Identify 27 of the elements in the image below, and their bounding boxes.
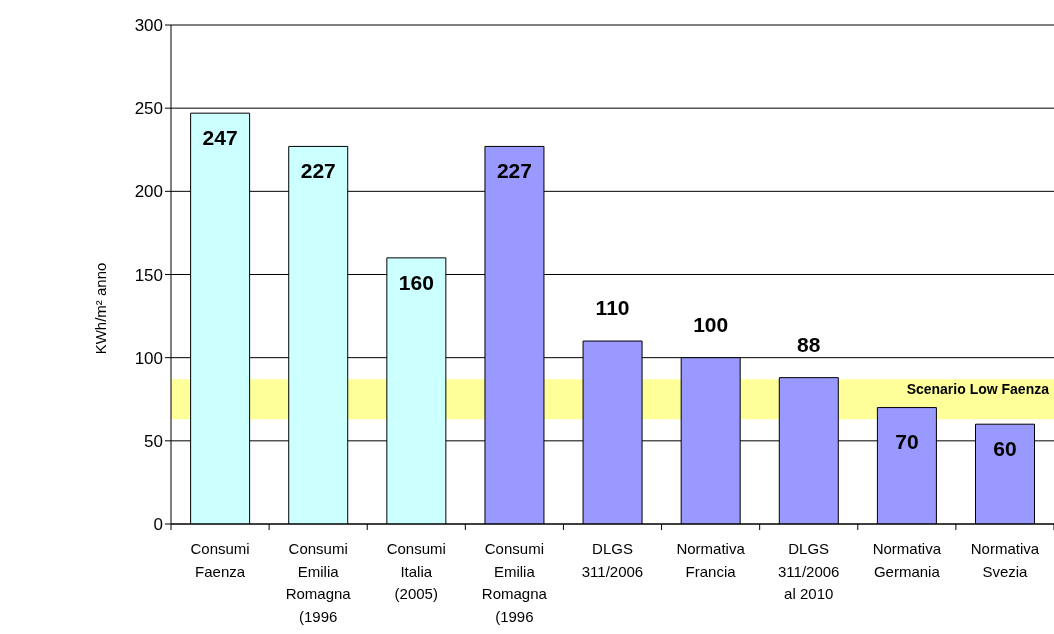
x-tick-label: Consumi Faenza [190,540,250,580]
y-axis-title: KWh/m² anno [91,262,109,355]
x-tick-label: Normativa Svezia [970,540,1040,580]
data-label: 110 [595,296,630,320]
y-tick-label: 200 [134,182,163,202]
x-tick-label: Consumi Emilia Romagna (1996 [481,540,548,625]
data-label: 88 [797,332,821,356]
data-label: 247 [202,126,238,150]
x-tick-label: Consumi Emilia Romagna (1996 [285,540,352,625]
data-label: 160 [398,270,434,294]
band-label: Scenario Low Faenza [906,381,1050,398]
data-label: 227 [300,159,336,183]
x-tick-label: DLGS 311/2006 al 2010 [778,540,840,602]
y-tick-label: 150 [134,265,163,285]
y-tick-label: 100 [134,348,163,368]
y-tick-label: 0 [153,515,163,535]
x-tick-label: Consumi Italia (2005) [386,540,446,602]
y-tick-label: 250 [134,99,163,119]
data-label: 227 [496,159,532,183]
y-tick-label: 50 [144,431,163,451]
data-label: 60 [993,437,1017,461]
data-label: 100 [693,312,729,336]
data-label: 70 [895,430,919,454]
x-tick-label: Normativa Francia [676,540,746,580]
x-tick-label: DLGS 311/2006 [581,540,644,580]
x-tick-label: Normativa Germania [872,540,942,580]
y-tick-label: 300 [134,16,163,36]
